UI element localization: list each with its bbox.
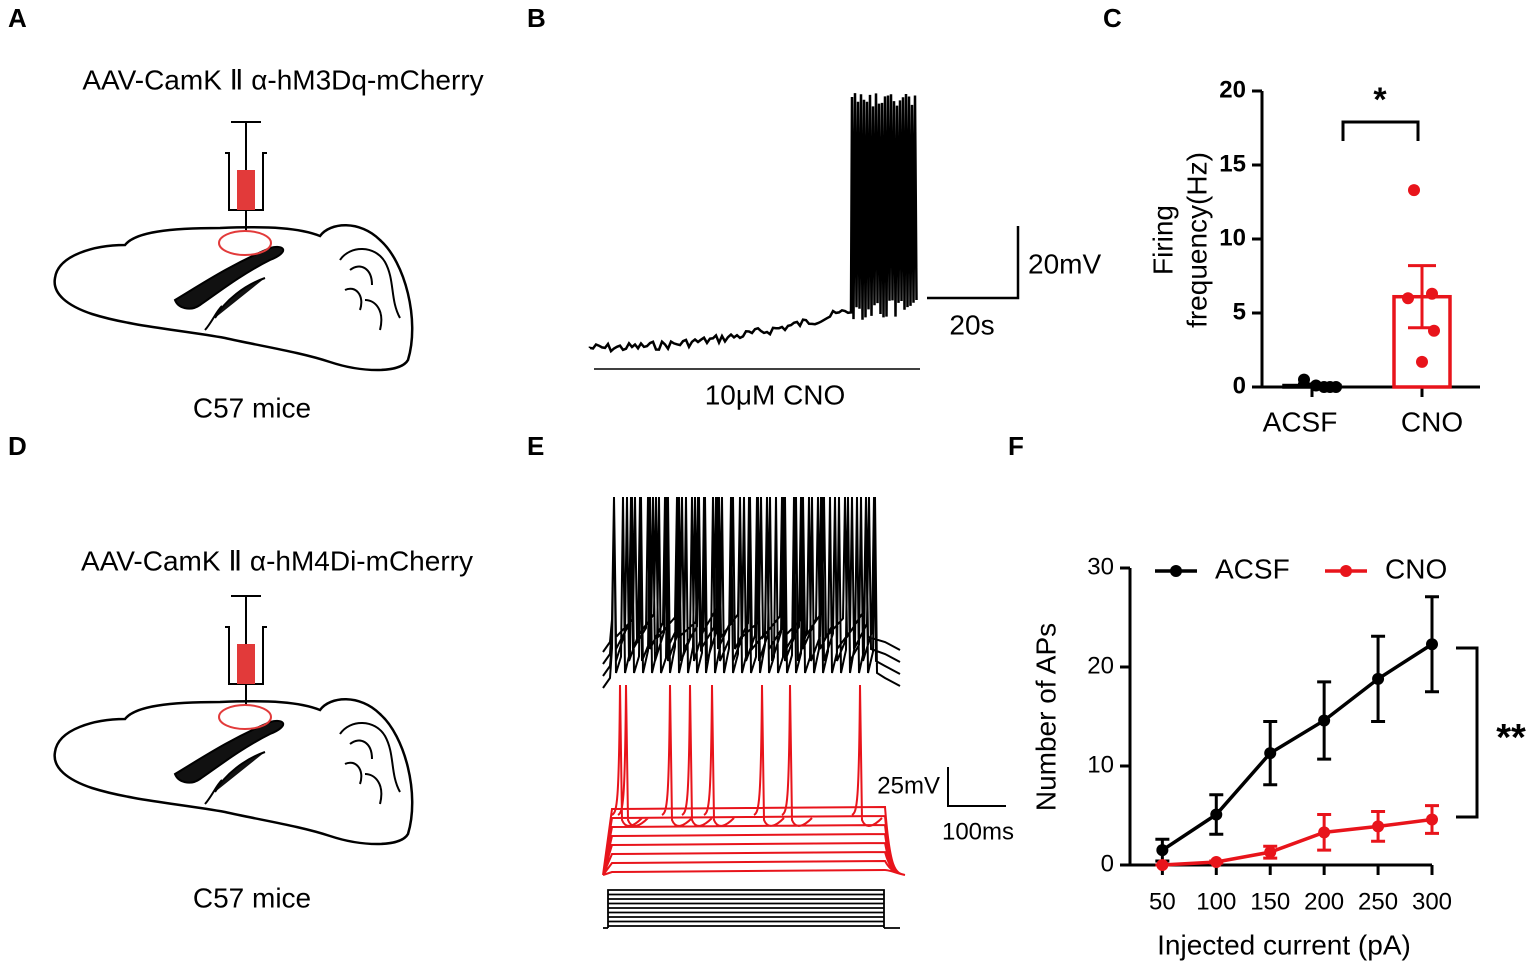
data-point xyxy=(1318,714,1331,727)
data-point xyxy=(1264,747,1277,760)
mouse-label: C57 mice xyxy=(193,392,311,423)
y-tick-label: 15 xyxy=(1219,150,1246,177)
x-tick-label: CNO xyxy=(1401,406,1463,437)
scale-x-label: 100ms xyxy=(942,818,1014,845)
stimulus-steps xyxy=(603,889,900,929)
data-point xyxy=(1318,826,1331,839)
y-tick-label: 10 xyxy=(1087,751,1114,778)
brain-outline xyxy=(53,224,414,372)
legend-label: CNO xyxy=(1385,553,1447,584)
brain-diagram xyxy=(53,121,414,372)
brain-cerebellum xyxy=(339,722,401,805)
data-point xyxy=(1426,287,1438,300)
legend-label: ACSF xyxy=(1215,553,1290,584)
scale-y-label: 20mV xyxy=(1028,248,1101,279)
recording-trace xyxy=(602,684,906,876)
syringe-virus xyxy=(237,644,255,684)
data-point xyxy=(1210,856,1223,869)
scale-y-label: 25mV xyxy=(877,772,940,799)
recording-trace xyxy=(602,496,901,689)
virus-label: AAV-CamK Ⅱ α-hM3Dq-mCherry xyxy=(82,64,483,95)
y-tick-label: 20 xyxy=(1087,652,1114,679)
significance-bracket xyxy=(1456,646,1479,819)
data-point xyxy=(1372,672,1385,685)
data-point xyxy=(1264,846,1277,859)
legend-marker xyxy=(1170,565,1182,577)
data-point xyxy=(1416,355,1428,368)
y-axis-label: frequency(Hz) xyxy=(1181,152,1212,328)
virus-label: AAV-CamK Ⅱ α-hM4Di-mCherry xyxy=(81,545,473,576)
trace-e: 25mV 100ms xyxy=(602,496,1014,929)
series-line xyxy=(1162,817,1433,867)
injection-site xyxy=(218,230,272,256)
scale-bar xyxy=(947,767,1006,807)
y-axis-label: Number of APs xyxy=(1030,623,1061,811)
panel-label: D xyxy=(8,431,27,461)
y-axis-label: Firing xyxy=(1147,205,1178,275)
brain-outline xyxy=(53,698,414,846)
x-tick-label: ACSF xyxy=(1263,406,1338,437)
series-line xyxy=(1161,642,1433,852)
x-tick-label: 250 xyxy=(1358,888,1398,915)
data-point xyxy=(1408,184,1420,197)
x-tick-label: 50 xyxy=(1149,888,1176,915)
diagram: AAV-CamK Ⅱ α-hM4Di-mCherry C57 mice xyxy=(53,545,473,913)
scale-x-label: 20s xyxy=(949,309,994,340)
x-tick-label: 300 xyxy=(1412,888,1452,915)
data-point xyxy=(1156,844,1169,857)
scale-bar xyxy=(927,226,1020,300)
trace-b: 20mV 20s 10μM CNO xyxy=(588,93,1101,410)
brain-ventricle xyxy=(173,246,285,331)
panel-label: B xyxy=(527,3,546,33)
data-point xyxy=(1402,292,1414,305)
data-point xyxy=(1428,324,1440,337)
data-point xyxy=(1298,373,1310,386)
panel-label: F xyxy=(1008,431,1024,461)
data-point xyxy=(1426,813,1438,826)
y-tick-label: 10 xyxy=(1219,224,1246,251)
x-tick-label: 100 xyxy=(1196,888,1236,915)
injection-site xyxy=(218,704,272,730)
y-tick-label: 30 xyxy=(1087,553,1114,580)
y-tick-label: 0 xyxy=(1233,372,1246,399)
significance-label: * xyxy=(1373,81,1387,119)
y-tick-label: 0 xyxy=(1101,850,1114,877)
diagram: AAV-CamK Ⅱ α-hM3Dq-mCherry C57 mice xyxy=(53,64,484,423)
x-tick-label: 150 xyxy=(1250,888,1290,915)
data-point xyxy=(1330,381,1342,393)
brain-ventricle xyxy=(173,720,285,805)
drug-label: 10μM CNO xyxy=(705,379,846,410)
syringe-virus xyxy=(237,170,255,210)
data-point xyxy=(1426,638,1438,651)
x-tick-label: 200 xyxy=(1304,888,1344,915)
data-point xyxy=(1156,859,1169,871)
mouse-label: C57 mice xyxy=(193,882,311,913)
significance-bracket xyxy=(1341,120,1420,141)
data-point xyxy=(1210,808,1223,821)
legend-marker xyxy=(1340,565,1352,577)
y-tick-label: 5 xyxy=(1233,298,1246,325)
brain-cerebellum xyxy=(339,248,401,331)
panel-label: C xyxy=(1103,3,1122,33)
data-point xyxy=(1372,820,1385,833)
recording-trace xyxy=(588,93,918,354)
significance-label: ** xyxy=(1496,717,1526,759)
panel-label: E xyxy=(527,431,544,461)
x-axis-label: Injected current (pA) xyxy=(1157,929,1411,960)
y-tick-label: 20 xyxy=(1219,76,1246,103)
panel-label: A xyxy=(8,3,27,33)
brain-diagram xyxy=(53,595,414,846)
